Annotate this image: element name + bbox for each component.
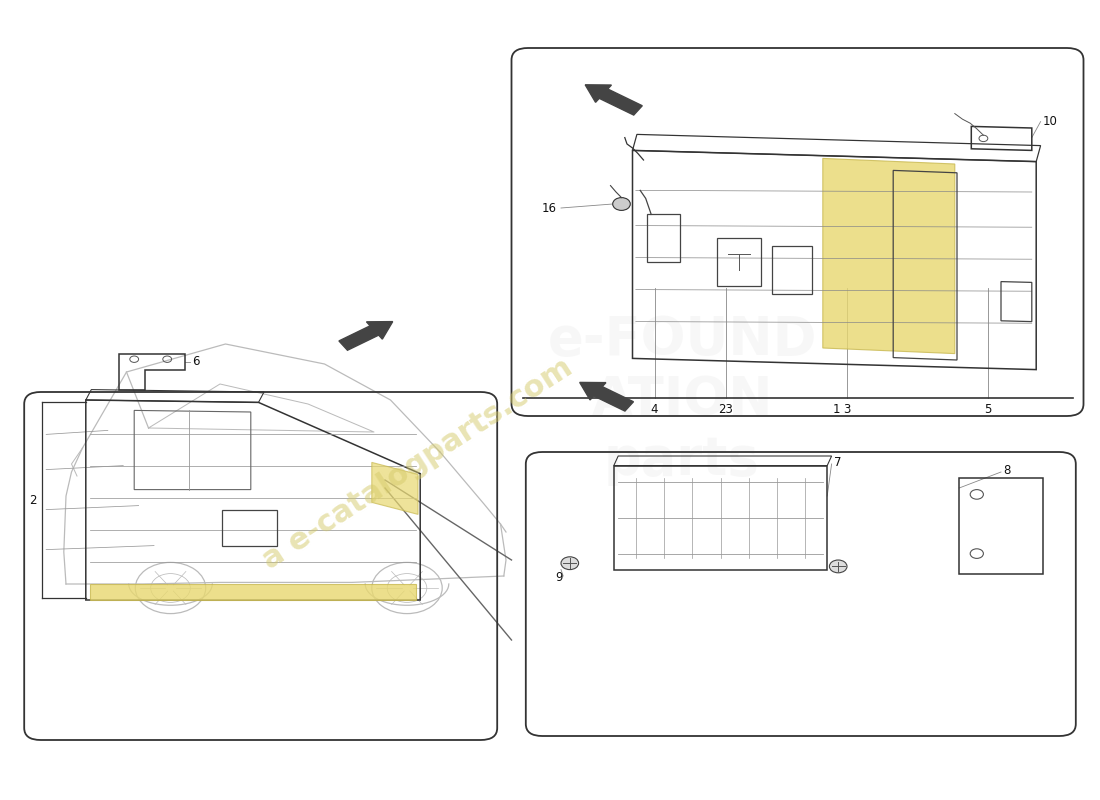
Text: 2: 2 xyxy=(30,494,36,506)
Text: 6: 6 xyxy=(192,355,200,368)
Text: 23: 23 xyxy=(718,403,734,416)
Circle shape xyxy=(829,560,847,573)
Text: 5: 5 xyxy=(984,403,991,416)
Polygon shape xyxy=(90,584,416,600)
Text: 16: 16 xyxy=(541,202,557,214)
Text: 9: 9 xyxy=(556,571,563,584)
Text: 4: 4 xyxy=(651,403,658,416)
FancyArrow shape xyxy=(580,382,634,411)
Text: e-FOUND
ATION
parts: e-FOUND ATION parts xyxy=(548,314,816,486)
FancyArrow shape xyxy=(339,322,393,350)
Text: 1: 1 xyxy=(833,403,839,416)
Text: 3: 3 xyxy=(844,403,850,416)
Polygon shape xyxy=(823,158,955,354)
Text: a e-catalogparts.com: a e-catalogparts.com xyxy=(257,353,579,575)
Text: 7: 7 xyxy=(834,456,842,469)
Circle shape xyxy=(613,198,630,210)
Circle shape xyxy=(561,557,579,570)
FancyArrow shape xyxy=(585,85,642,115)
Text: 8: 8 xyxy=(1003,464,1011,477)
Polygon shape xyxy=(372,462,418,514)
Text: 10: 10 xyxy=(1043,115,1058,128)
